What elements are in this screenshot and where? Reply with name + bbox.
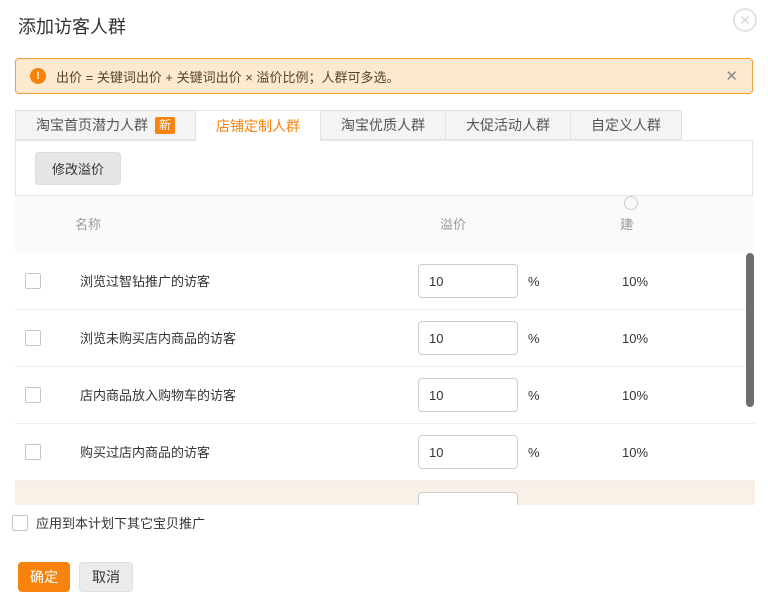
table-row-partial [15,481,755,505]
new-badge: 新 [155,116,176,134]
percent-sign: % [528,331,540,346]
warning-icon: ! [30,68,46,84]
row-checkbox[interactable] [25,444,41,460]
apply-to-plan-label[interactable]: 应用到本计划下其它宝贝推广 [36,516,206,531]
tab-big-promo[interactable]: 大促活动人群 [446,110,572,140]
percent-sign: % [528,274,540,289]
row-checkbox[interactable] [25,273,41,289]
tab-custom-audience[interactable]: 自定义人群 [571,110,683,140]
column-header-name: 名称 [75,217,102,232]
alert-text: 出价 = 关键词出价 + 关键词出价 × 溢价比例；人群可多选。 [56,69,400,85]
tab-taobao-quality[interactable]: 淘宝优质人群 [321,110,447,140]
audience-name: 浏览未购买店内商品的访客 [80,331,237,346]
premium-input[interactable] [418,264,518,298]
premium-input[interactable] [418,378,518,412]
help-icon[interactable]: ? [624,196,638,231]
confirm-button[interactable]: 确定 [18,562,70,592]
audience-name: 购买过店内商品的访客 [80,445,211,460]
modify-premium-button[interactable]: 修改溢价 [35,152,122,185]
apply-to-plan-checkbox[interactable] [12,514,28,531]
percent-sign: % [528,445,540,460]
tab-label: 自定义人群 [591,117,662,133]
close-icon[interactable]: ✕ [733,8,757,32]
tab-panel-toolbar: 修改溢价 [15,140,753,196]
table-row: 店内商品放入购物车的访客 % 10% [15,367,755,424]
vertical-scrollbar[interactable] [746,253,754,407]
table-row: 浏览过智钻推广的访客 % 10% [15,253,755,310]
table-header: 名称 溢价 建议溢价? [15,196,753,403]
suggested-premium: 10% [622,274,649,289]
premium-input-partial[interactable] [418,492,518,505]
audience-tabs: 淘宝首页潜力人群 新 店铺定制人群 淘宝优质人群 大促活动人群 自定义人群 [15,110,683,141]
percent-sign: % [528,388,540,403]
tab-label: 淘宝优质人群 [341,117,426,133]
suggested-premium: 10% [622,388,649,403]
page-title: 添加访客人群 [18,17,126,37]
tab-store-custom[interactable]: 店铺定制人群 [196,110,322,141]
row-checkbox[interactable] [25,387,41,403]
table-row: 浏览未购买店内商品的访客 % 10% [15,310,755,367]
suggested-premium: 10% [622,445,649,460]
bid-formula-alert: ! 出价 = 关键词出价 + 关键词出价 × 溢价比例；人群可多选。 ✕ [15,58,753,94]
audience-name: 浏览过智钻推广的访客 [80,274,211,289]
apply-to-plan-option: 应用到本计划下其它宝贝推广 [12,513,205,532]
premium-input[interactable] [418,435,518,469]
cancel-button[interactable]: 取消 [79,562,133,592]
suggested-premium: 10% [622,331,649,346]
premium-input[interactable] [418,321,518,355]
tab-label: 店铺定制人群 [216,118,301,134]
tab-label: 淘宝首页潜力人群 [36,117,148,133]
column-header-premium: 溢价 [440,217,467,232]
tab-taobao-homepage-potential[interactable]: 淘宝首页潜力人群 新 [15,110,197,140]
table-row: 购买过店内商品的访客 % 10% [15,424,755,481]
tab-label: 大促活动人群 [466,117,551,133]
audience-name: 店内商品放入购物车的访客 [80,388,237,403]
audience-table-body: 浏览过智钻推广的访客 % 10% 浏览未购买店内商品的访客 % 10% 店内商品… [15,253,755,505]
row-checkbox[interactable] [25,330,41,346]
alert-close-icon[interactable]: ✕ [725,68,738,85]
